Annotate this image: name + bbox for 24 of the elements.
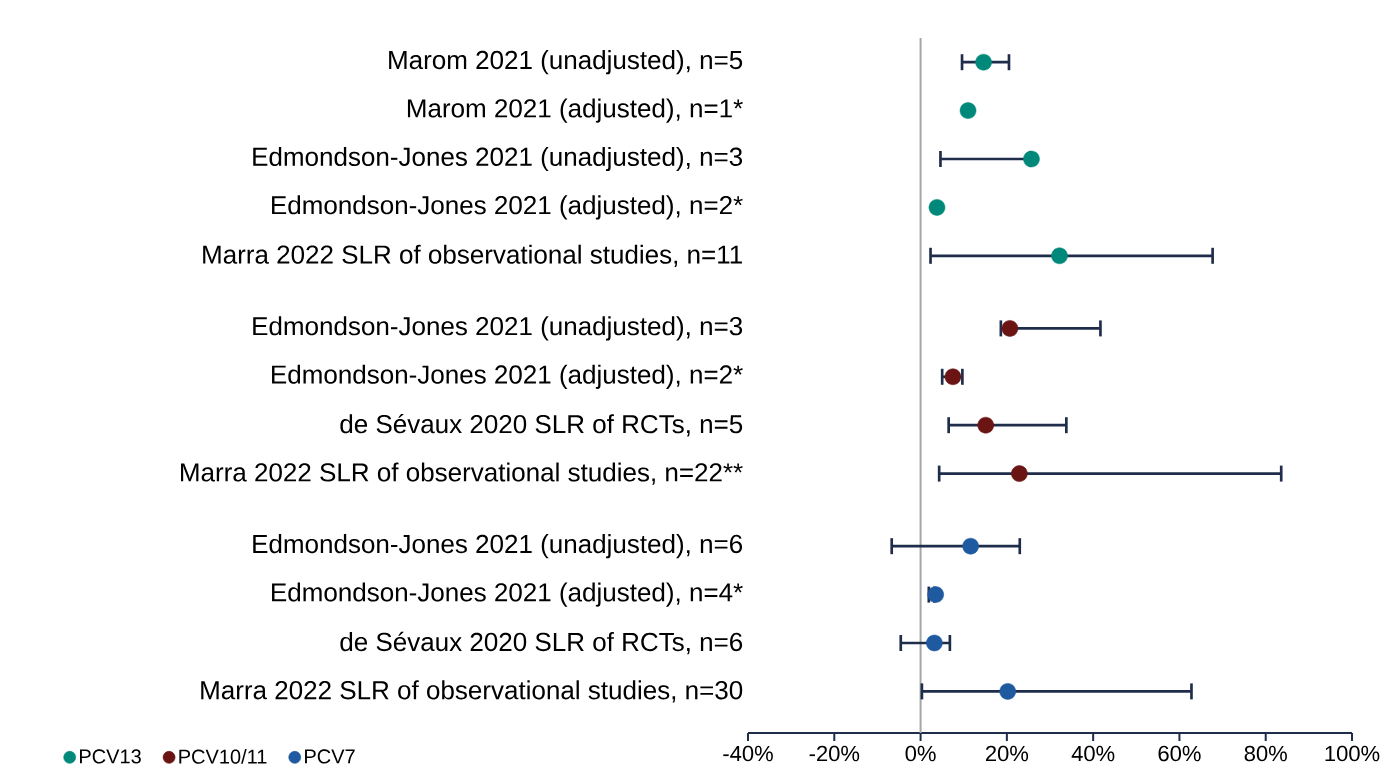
- x-tick-label: -40%: [723, 745, 773, 762]
- x-tick-label: 80%: [1244, 745, 1287, 762]
- x-tick-label: 100%: [1325, 745, 1380, 762]
- legend-label: PCV7: [305, 749, 355, 764]
- y-tick-label: Edmondson-Jones 2021 (adjusted), n=2*: [272, 364, 743, 389]
- y-tick-label: de Sévaux 2020 SLR of RCTs, n=6: [340, 631, 743, 655]
- legend-label: PCV13: [80, 749, 141, 764]
- y-tick-label: Edmondson-Jones 2021 (unadjusted), n=6: [253, 534, 743, 559]
- y-tick-label: Edmondson-Jones 2021 (unadjusted), n=3: [253, 316, 743, 341]
- y-tick-label: Edmondson-Jones 2021 (adjusted), n=4*: [272, 582, 743, 607]
- y-tick-label: de Sévaux 2020 SLR of RCTs, n=5: [340, 413, 743, 437]
- y-tick-label: Marom 2021 (unadjusted), n=5: [389, 50, 743, 75]
- y-tick-label: Marra 2022 SLR of observational studies, n=11: [203, 244, 742, 267]
- y-tick-label: Edmondson-Jones 2021 (adjusted), n=2*: [272, 195, 743, 220]
- x-tick-label: 40%: [1071, 745, 1115, 762]
- x-tick-label: 20%: [985, 745, 1029, 762]
- y-tick-label: Edmondson-Jones 2021 (unadjusted), n=3: [253, 146, 743, 172]
- legend-label: PCV10/11: [179, 749, 267, 764]
- y-tick-label: Marom 2021 (adjusted), n=1*: [407, 98, 743, 123]
- y-tick-label: Marra 2022 SLR of observational studies, n=22**: [181, 462, 743, 485]
- x-tick-label: 60%: [1158, 745, 1201, 762]
- y-tick-label: Marra 2022 SLR of observational studies, n=30: [201, 680, 743, 703]
- x-tick-label: 0%: [905, 745, 936, 762]
- x-tick-label: -20%: [809, 745, 860, 762]
